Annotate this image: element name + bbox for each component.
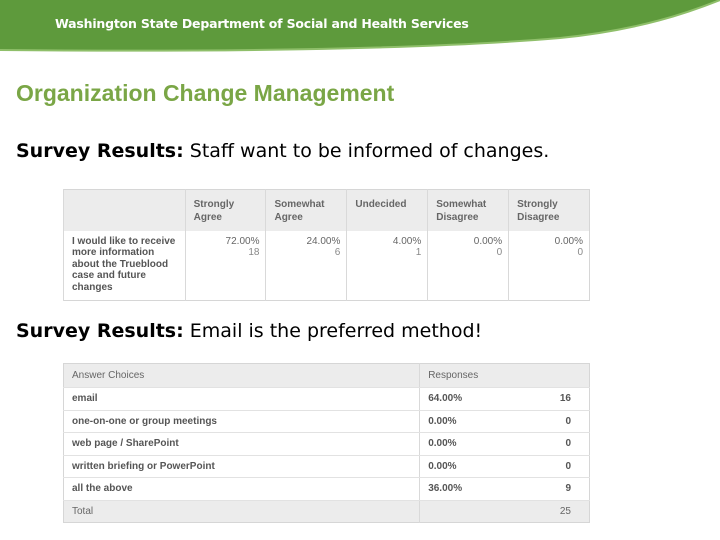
header-cell: Somewhat Disagree	[427, 189, 509, 231]
header-cell-blank	[63, 189, 186, 231]
organization-name: Washington State Department of Social an…	[55, 16, 469, 31]
value-cell: 72.00% 18	[184, 230, 266, 301]
value-cell: 0.00% 0	[508, 230, 590, 301]
response-count: 0	[529, 455, 590, 478]
table-total-row: Total 25	[63, 500, 590, 522]
table-row: web page / SharePoint 0.00% 0	[63, 432, 590, 456]
table-row: written briefing or PowerPoint 0.00% 0	[63, 455, 590, 478]
page-title: Organization Change Management	[16, 80, 395, 106]
survey-text: Staff want to be informed of changes.	[183, 140, 550, 162]
survey-lead: Survey Results:	[16, 320, 184, 342]
count-value: 0	[496, 246, 503, 258]
header-banner: Washington State Department of Social an…	[0, 0, 720, 56]
header-cell: Strongly Disagree	[508, 189, 590, 231]
count-value: 6	[334, 246, 341, 258]
survey-lead: Survey Results:	[16, 140, 184, 162]
response-percent: 36.00%	[419, 477, 530, 501]
percent-value: 72.00%	[225, 235, 260, 247]
question-cell: I would like to receive more information…	[63, 230, 186, 301]
table-header-row: Strongly Agree Somewhat Agree Undecided …	[63, 189, 590, 231]
total-blank	[419, 500, 530, 522]
answer-choice: web page / SharePoint	[63, 432, 420, 456]
count-value: 0	[577, 246, 583, 258]
survey-text: Email is the preferred method!	[183, 320, 483, 342]
header-answer-choices: Answer Choices	[63, 363, 420, 388]
answer-choice: email	[63, 387, 420, 411]
percent-value: 4.00%	[392, 235, 422, 247]
response-percent: 0.00%	[419, 455, 530, 478]
table-row: all the above 36.00% 9	[63, 477, 590, 501]
table-header-row: Answer Choices Responses	[63, 363, 590, 388]
total-count: 25	[529, 500, 590, 522]
survey-result-informed: Survey Results: Staff want to be informe…	[16, 140, 549, 162]
header-responses: Responses	[419, 363, 530, 388]
header-cell: Somewhat Agree	[265, 189, 347, 231]
total-label: Total	[63, 500, 420, 522]
response-count: 9	[529, 477, 590, 501]
response-percent: 64.00%	[419, 387, 530, 411]
count-value: 18	[248, 246, 260, 258]
response-count: 0	[529, 410, 590, 433]
header-cell: Undecided	[346, 189, 428, 231]
percent-value: 0.00%	[554, 235, 583, 247]
table-row: email 64.00% 16	[63, 387, 590, 411]
response-percent: 0.00%	[419, 432, 530, 456]
response-count: 0	[529, 432, 590, 456]
answer-choice: written briefing or PowerPoint	[63, 455, 420, 478]
value-cell: 24.00% 6	[265, 230, 347, 301]
table-row: I would like to receive more information…	[63, 230, 590, 301]
likert-results-table: Strongly Agree Somewhat Agree Undecided …	[63, 189, 590, 301]
survey-result-email: Survey Results: Email is the preferred m…	[16, 320, 482, 342]
count-value: 1	[415, 246, 422, 258]
banner-swoosh-icon	[0, 0, 720, 56]
table-row: one-on-one or group meetings 0.00% 0	[63, 410, 590, 433]
answer-choices-table: Answer Choices Responses email 64.00% 16…	[63, 363, 590, 523]
response-count: 16	[529, 387, 590, 411]
answer-choice: all the above	[63, 477, 420, 501]
answer-choice: one-on-one or group meetings	[63, 410, 420, 433]
value-cell: 4.00% 1	[346, 230, 428, 301]
response-percent: 0.00%	[419, 410, 530, 433]
header-count-blank	[529, 363, 590, 388]
percent-value: 24.00%	[306, 235, 341, 247]
percent-value: 0.00%	[473, 235, 503, 247]
value-cell: 0.00% 0	[427, 230, 509, 301]
header-cell: Strongly Agree	[184, 189, 266, 231]
